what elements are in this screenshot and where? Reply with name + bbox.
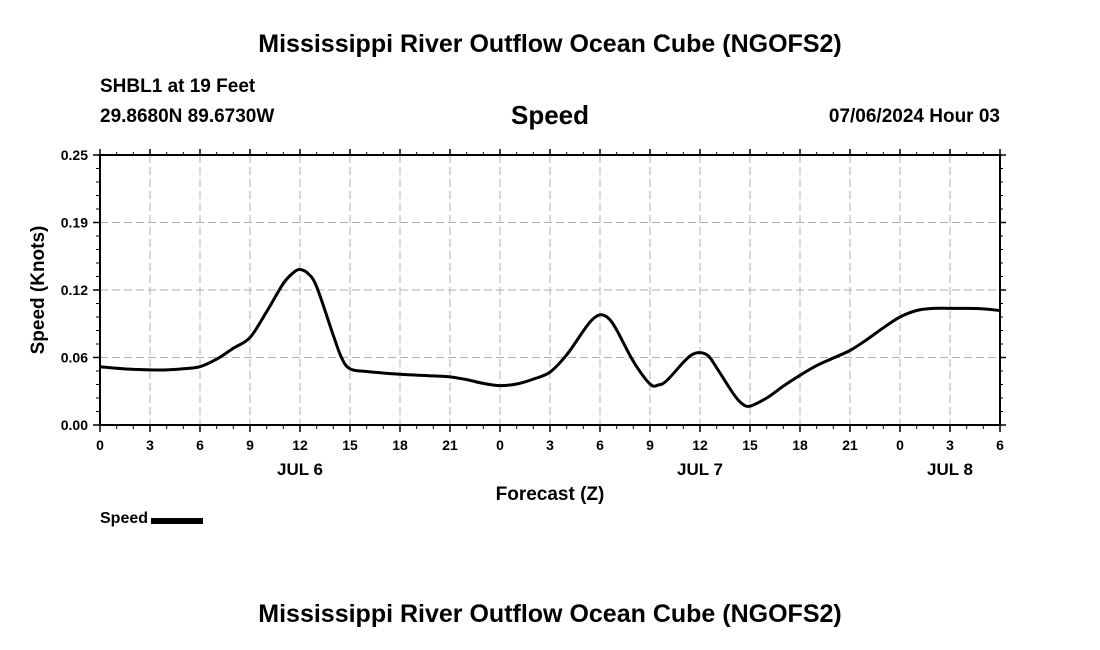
- x-tick-label: 6: [596, 437, 604, 453]
- x-tick-label: 12: [692, 437, 708, 453]
- legend: Speed: [100, 510, 204, 528]
- axis-labels: 0 3 6 9 12 15 18 21 0 3 6 9 12 15 18 21 0 3 6 0.00 0.06 0.12 0…: [61, 147, 1004, 479]
- x-tick-label: 0: [496, 437, 504, 453]
- y-tick-label: 0.25: [61, 147, 88, 163]
- y-tick-label: 0.19: [61, 215, 88, 231]
- main-title: Mississippi River Outflow Ocean Cube (NG…: [258, 30, 842, 58]
- x-tick-label: 9: [246, 437, 254, 453]
- speed-series-line: [99, 267, 1001, 408]
- x-tick-label: 6: [196, 437, 204, 453]
- y-axis-title: Speed (Knots): [28, 226, 49, 355]
- x-tick-label: 9: [646, 437, 654, 453]
- date-label: JUL 8: [927, 460, 973, 479]
- series-layer: [99, 267, 1001, 408]
- plot-frame: [99, 154, 1001, 426]
- x-tick-label: 6: [996, 437, 1004, 453]
- x-tick-label: 18: [392, 437, 408, 453]
- variable-title: Speed: [510, 100, 590, 130]
- legend-line-swatch: [151, 517, 204, 524]
- x-tick-label: 21: [442, 437, 458, 453]
- x-tick-label: 0: [896, 437, 904, 453]
- forecast-timestamp: 07/06/2024 Hour 03: [828, 106, 1000, 127]
- y-tick-label: 0.12: [61, 282, 88, 298]
- x-tick-label: 15: [742, 437, 758, 453]
- date-label: JUL 7: [677, 460, 723, 479]
- x-tick-label: 0: [96, 437, 104, 453]
- x-tick-label: 3: [946, 437, 954, 453]
- x-tick-label: 12: [292, 437, 308, 453]
- footer-title: Mississippi River Outflow Ocean Cube (NG…: [258, 600, 842, 628]
- y-tick-label: 0.06: [61, 350, 88, 366]
- x-axis-title: Forecast (Z): [496, 484, 605, 505]
- x-tick-label: 18: [792, 437, 808, 453]
- date-label: JUL 6: [277, 460, 323, 479]
- y-tick-label: 0.00: [61, 417, 88, 433]
- x-tick-label: 15: [342, 437, 358, 453]
- legend-label: Speed: [100, 510, 149, 527]
- x-tick-label: 3: [546, 437, 554, 453]
- grid-lines: [100, 155, 1000, 425]
- station-label: SHBL1 at 19 Feet: [100, 76, 256, 97]
- station-coordinates: 29.8680N 89.6730W: [100, 106, 275, 127]
- x-tick-label: 3: [146, 437, 154, 453]
- x-tick-label: 21: [842, 437, 858, 453]
